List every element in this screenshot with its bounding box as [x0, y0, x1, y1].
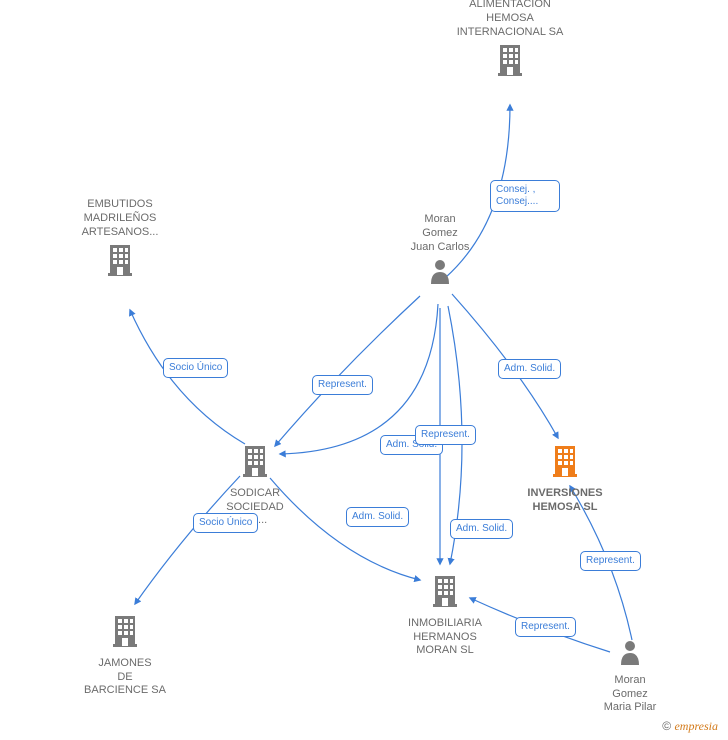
node-label: HEMOSA	[455, 12, 565, 26]
edge-label-juancarlos-alimentacion: Consej. , Consej....	[490, 180, 560, 212]
node-label: DE	[70, 671, 180, 685]
edge-juancarlos-sodicar	[275, 296, 420, 446]
node-label: JAMONES	[70, 657, 180, 671]
node-juancarlos[interactable]: MoranGomezJuan Carlos	[385, 213, 495, 293]
node-alimentacion[interactable]: ALIMENTACIONHEMOSAINTERNACIONAL SA	[455, 0, 565, 86]
node-label: Maria Pilar	[575, 701, 685, 715]
edge-label-sodicar-jamones: Socio Único	[193, 512, 258, 533]
edge-label-juancarlos-inmobiliaria: Adm. Solid.	[450, 518, 513, 539]
node-label: HERMANOS	[390, 631, 500, 645]
node-label: BARCIENCE SA	[70, 684, 180, 698]
node-label: ARTESANOS...	[65, 226, 175, 240]
node-label: SODICAR	[200, 487, 310, 501]
node-label: EMBUTIDOS	[65, 198, 175, 212]
edge-label-juancarlos-inversiones: Adm. Solid.	[498, 358, 561, 379]
node-label: INVERSIONES	[510, 487, 620, 501]
edge-label-mariapilar-inversiones: Represent.	[580, 550, 641, 571]
edge-label-sodicar-inmobiliaria: Adm. Solid.	[346, 506, 409, 527]
node-jamones[interactable]: JAMONESDEBARCIENCE SA	[70, 610, 180, 698]
node-label: Juan Carlos	[385, 241, 495, 255]
node-label: Gomez	[575, 688, 685, 702]
node-label: MADRILEÑOS	[65, 212, 175, 226]
node-mariapilar[interactable]: MoranGomezMaria Pilar	[575, 635, 685, 715]
node-embutidos[interactable]: EMBUTIDOSMADRILEÑOSARTESANOS...	[65, 198, 175, 286]
edge-label-sodicar-embutidos: Socio Único	[163, 357, 228, 378]
edge-label-juancarlos-inmobiliaria: Represent.	[415, 424, 476, 445]
node-label: INMOBILIARIA	[390, 617, 500, 631]
edge-label-mariapilar-inmobiliaria: Represent.	[515, 616, 576, 637]
edge-label-juancarlos-sodicar: Represent.	[312, 374, 373, 395]
node-label: HEMOSA SL	[510, 501, 620, 515]
node-label: MORAN SL	[390, 644, 500, 658]
footer-copyright: © empresia	[662, 719, 718, 734]
node-label: Gomez	[385, 227, 495, 241]
node-label: ALIMENTACION	[455, 0, 565, 12]
node-label: Moran	[575, 674, 685, 688]
node-inmobiliaria[interactable]: INMOBILIARIAHERMANOSMORAN SL	[390, 570, 500, 658]
node-inversiones[interactable]: INVERSIONESHEMOSA SL	[510, 440, 620, 514]
node-label: Moran	[385, 213, 495, 227]
node-label: INTERNACIONAL SA	[455, 26, 565, 40]
